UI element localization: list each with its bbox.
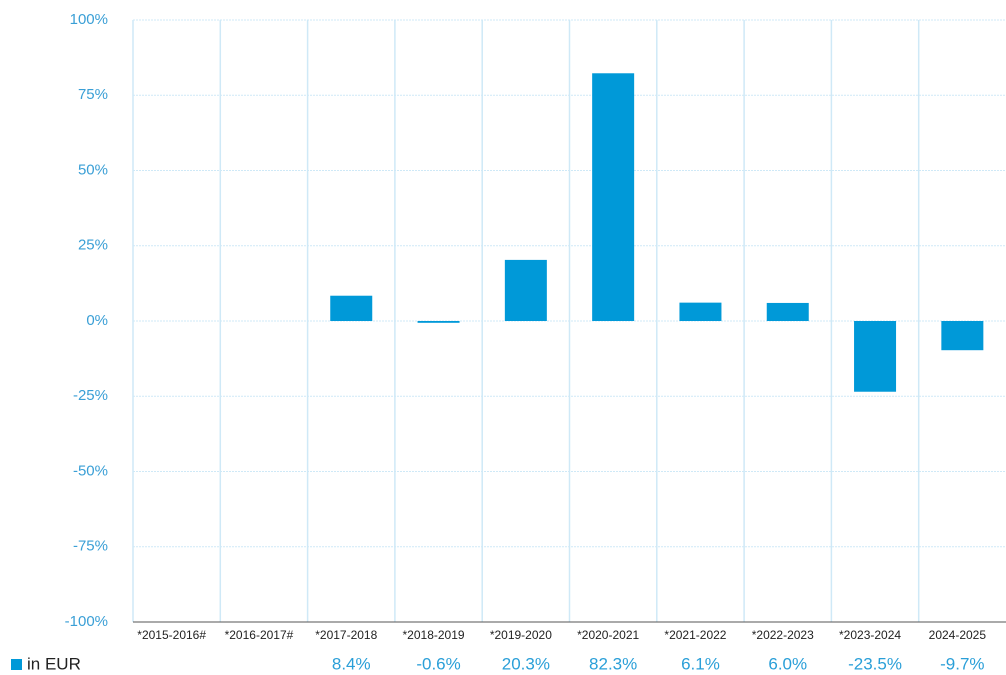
x-tick-label: *2020-2021 bbox=[577, 628, 639, 642]
bar bbox=[854, 321, 897, 392]
x-tick-label: *2021-2022 bbox=[664, 628, 726, 642]
value-label: -0.6% bbox=[416, 654, 460, 673]
value-label: 8.4% bbox=[332, 654, 371, 673]
bar bbox=[504, 259, 547, 321]
x-tick-label: *2017-2018 bbox=[315, 628, 377, 642]
bar bbox=[679, 302, 722, 321]
value-label: 6.0% bbox=[768, 654, 807, 673]
legend-label: in EUR bbox=[27, 654, 81, 673]
y-tick-label: -25% bbox=[73, 387, 108, 404]
value-label: -9.7% bbox=[940, 654, 984, 673]
y-tick-label: 25% bbox=[78, 237, 108, 254]
value-label: -23.5% bbox=[848, 654, 902, 673]
bar bbox=[330, 295, 373, 321]
y-tick-label: 0% bbox=[86, 312, 108, 329]
x-tick-label: *2023-2024 bbox=[839, 628, 901, 642]
y-tick-label: -75% bbox=[73, 538, 108, 555]
value-label: 20.3% bbox=[502, 654, 550, 673]
x-tick-label: *2016-2017# bbox=[225, 628, 294, 642]
y-tick-label: -100% bbox=[65, 613, 108, 630]
x-tick-label: *2018-2019 bbox=[403, 628, 465, 642]
x-tick-label: *2019-2020 bbox=[490, 628, 552, 642]
y-tick-label: 100% bbox=[70, 11, 108, 28]
bar bbox=[592, 73, 635, 321]
value-label: 82.3% bbox=[589, 654, 637, 673]
x-tick-label: 2024-2025 bbox=[929, 628, 987, 642]
value-label: 6.1% bbox=[681, 654, 720, 673]
bar bbox=[766, 302, 809, 321]
y-tick-label: 75% bbox=[78, 86, 108, 103]
bar bbox=[941, 321, 984, 351]
bar bbox=[417, 321, 460, 323]
y-tick-label: 50% bbox=[78, 161, 108, 178]
x-tick-label: *2022-2023 bbox=[752, 628, 814, 642]
y-tick-label: -50% bbox=[73, 462, 108, 479]
legend-swatch bbox=[11, 659, 22, 670]
x-tick-label: *2015-2016# bbox=[137, 628, 206, 642]
